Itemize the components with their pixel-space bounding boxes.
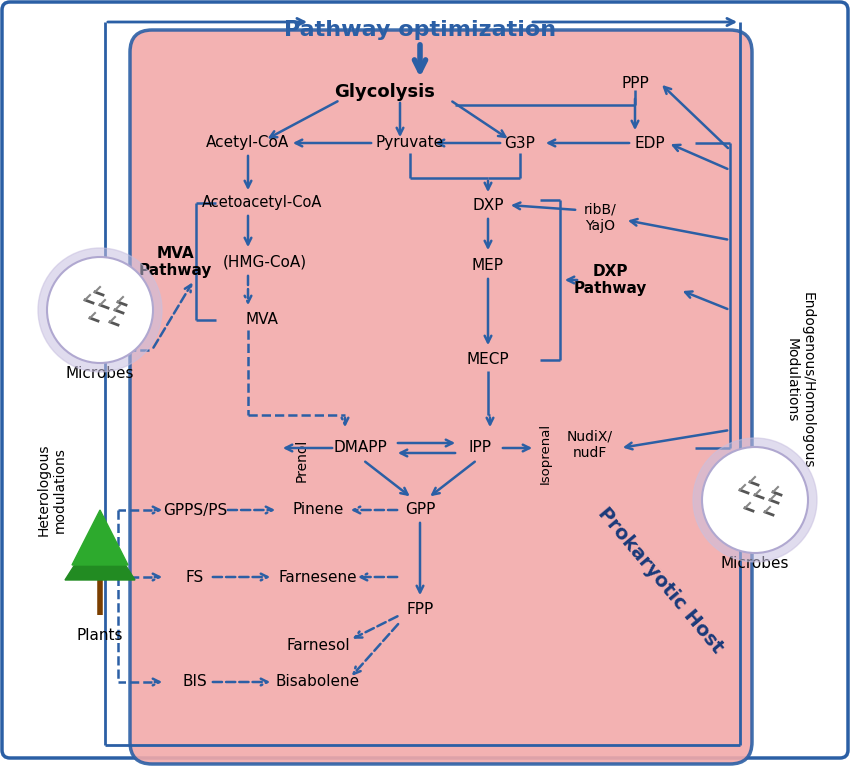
- Text: FPP: FPP: [406, 603, 434, 617]
- Text: GPP: GPP: [405, 502, 435, 518]
- Polygon shape: [72, 510, 128, 565]
- Text: MEP: MEP: [472, 258, 504, 272]
- Text: Pathway optimization: Pathway optimization: [284, 20, 556, 40]
- Text: MVA: MVA: [246, 312, 279, 328]
- Text: NudiX/
nudF: NudiX/ nudF: [567, 430, 613, 460]
- Text: BIS: BIS: [183, 674, 207, 690]
- Text: Glycolysis: Glycolysis: [335, 83, 435, 101]
- Text: Acetoacetyl-CoA: Acetoacetyl-CoA: [201, 196, 322, 210]
- Text: IPP: IPP: [468, 440, 491, 456]
- Circle shape: [38, 248, 162, 372]
- Text: DMAPP: DMAPP: [333, 440, 387, 456]
- Text: MECP: MECP: [467, 353, 509, 367]
- Circle shape: [47, 257, 153, 363]
- Text: GPPS/PS: GPPS/PS: [163, 502, 227, 518]
- Text: Endogenous/Homologous
Modulations: Endogenous/Homologous Modulations: [785, 291, 815, 468]
- Circle shape: [693, 438, 817, 562]
- Text: EDP: EDP: [635, 136, 666, 150]
- Text: MVA
Pathway: MVA Pathway: [139, 245, 212, 278]
- Polygon shape: [65, 525, 135, 580]
- Text: Microbes: Microbes: [65, 366, 134, 380]
- Text: Bisabolene: Bisabolene: [276, 674, 360, 690]
- Circle shape: [702, 447, 808, 553]
- Text: Farnesol: Farnesol: [286, 637, 350, 653]
- Text: ribB/
YajO: ribB/ YajO: [584, 203, 616, 233]
- Text: DXP: DXP: [473, 197, 504, 212]
- FancyBboxPatch shape: [130, 30, 752, 764]
- Text: PPP: PPP: [621, 75, 649, 91]
- Text: Plants: Plants: [76, 627, 123, 643]
- Text: Isoprenal: Isoprenal: [539, 423, 552, 483]
- Text: Microbes: Microbes: [721, 555, 790, 571]
- Text: Pinene: Pinene: [292, 502, 343, 518]
- Text: DXP
Pathway: DXP Pathway: [573, 264, 647, 296]
- Text: Farnesene: Farnesene: [279, 570, 357, 584]
- Text: FS: FS: [186, 570, 204, 584]
- Text: Heterologous
modulations: Heterologous modulations: [37, 444, 67, 536]
- Text: (HMG-CoA): (HMG-CoA): [223, 255, 307, 269]
- Text: Acetyl-CoA: Acetyl-CoA: [207, 136, 290, 150]
- Text: Prenol: Prenol: [295, 439, 309, 482]
- Text: G3P: G3P: [505, 136, 536, 150]
- Text: Prokaryotic Host: Prokaryotic Host: [593, 503, 727, 657]
- Text: Pyruvate: Pyruvate: [376, 136, 444, 150]
